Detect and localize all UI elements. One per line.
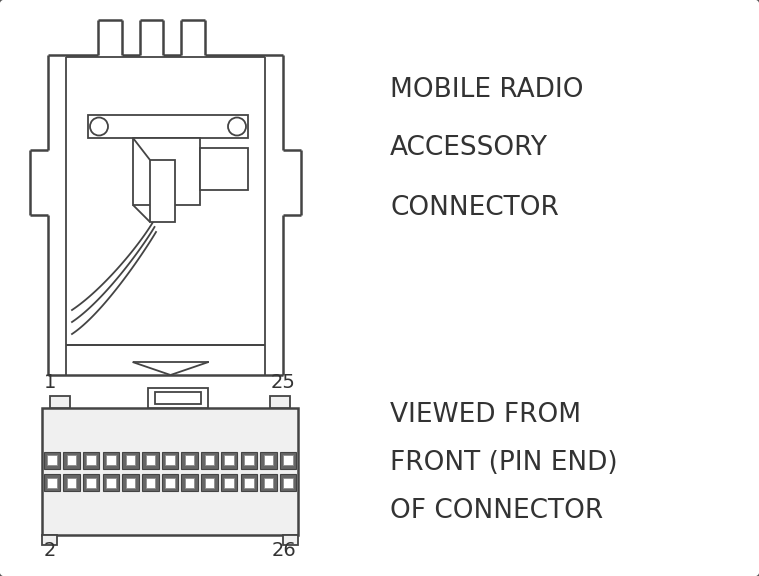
Bar <box>83 452 99 469</box>
Bar <box>244 478 254 488</box>
Bar <box>185 455 194 465</box>
Bar <box>283 455 293 465</box>
Bar <box>106 455 115 465</box>
Bar <box>150 160 175 222</box>
Bar <box>280 474 297 491</box>
Bar <box>162 474 178 491</box>
Text: 25: 25 <box>271 373 296 392</box>
Bar <box>165 455 175 465</box>
Bar <box>225 455 234 465</box>
Bar <box>106 478 115 488</box>
Bar <box>225 478 234 488</box>
Bar <box>63 452 80 469</box>
Bar <box>165 478 175 488</box>
Bar <box>126 455 135 465</box>
Bar <box>122 474 139 491</box>
Bar <box>241 452 257 469</box>
Bar <box>63 474 80 491</box>
Bar <box>43 452 60 469</box>
Bar <box>155 392 201 404</box>
Bar <box>205 478 214 488</box>
Text: OF CONNECTOR: OF CONNECTOR <box>390 498 603 524</box>
Bar <box>260 452 277 469</box>
Text: ACCESSORY: ACCESSORY <box>390 135 548 161</box>
Bar <box>185 478 194 488</box>
Text: 26: 26 <box>271 541 296 560</box>
Bar <box>142 452 159 469</box>
Bar <box>280 452 297 469</box>
Bar <box>126 478 135 488</box>
Bar <box>221 474 238 491</box>
Text: FRONT (PIN END): FRONT (PIN END) <box>390 450 618 476</box>
Bar <box>263 455 273 465</box>
Text: 1: 1 <box>44 373 56 392</box>
Text: 2: 2 <box>44 541 56 560</box>
Bar <box>205 455 214 465</box>
Bar <box>241 474 257 491</box>
Bar <box>87 455 96 465</box>
Bar <box>102 452 119 469</box>
Bar <box>263 478 273 488</box>
Bar <box>47 455 57 465</box>
Text: MOBILE RADIO: MOBILE RADIO <box>390 77 584 103</box>
Bar <box>201 452 218 469</box>
Bar <box>88 115 248 138</box>
Bar <box>283 535 298 545</box>
Bar <box>283 478 293 488</box>
Bar <box>50 396 70 408</box>
Bar <box>201 474 218 491</box>
Bar <box>42 535 57 545</box>
Bar <box>200 148 248 190</box>
Bar <box>67 478 76 488</box>
Bar <box>142 474 159 491</box>
Bar <box>146 455 155 465</box>
Bar <box>87 478 96 488</box>
Bar <box>83 474 99 491</box>
Bar <box>43 474 60 491</box>
Bar <box>47 478 57 488</box>
Text: CONNECTOR: CONNECTOR <box>390 195 559 221</box>
Text: VIEWED FROM: VIEWED FROM <box>390 402 581 428</box>
Bar <box>244 455 254 465</box>
Bar <box>270 396 290 408</box>
Bar <box>67 455 76 465</box>
Bar <box>122 452 139 469</box>
Bar <box>181 474 198 491</box>
Bar <box>260 474 277 491</box>
Bar <box>133 138 200 205</box>
Bar <box>148 388 208 408</box>
Bar <box>146 478 155 488</box>
Bar <box>221 452 238 469</box>
Bar <box>181 452 198 469</box>
Bar <box>102 474 119 491</box>
Bar <box>42 408 298 535</box>
Bar <box>162 452 178 469</box>
